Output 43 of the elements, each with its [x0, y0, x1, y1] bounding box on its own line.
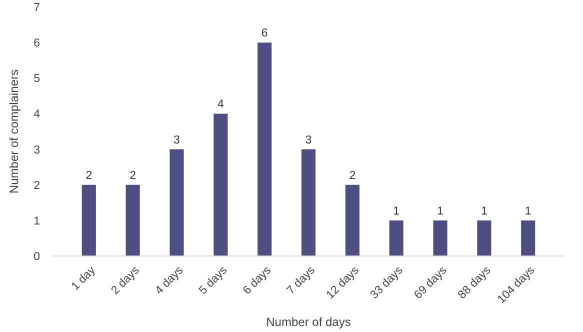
x-tick-label: 33 days	[368, 264, 406, 302]
y-tick-label: 5	[34, 73, 40, 86]
x-tick-label: 2 days	[109, 264, 142, 297]
x-tick-label: 69 days	[412, 264, 450, 302]
x-tick-label: 5 days	[197, 264, 230, 297]
bar	[82, 184, 96, 256]
bar	[170, 149, 184, 256]
bar	[433, 220, 448, 256]
x-tick-label: 1 day	[69, 264, 98, 293]
data-label: 3	[174, 134, 180, 146]
x-tick-label: 4 days	[153, 264, 186, 297]
bar	[389, 220, 404, 256]
y-tick-label: 6	[34, 38, 40, 50]
bar	[214, 114, 228, 256]
x-tick-label: 88 days	[456, 264, 494, 302]
bar	[521, 220, 536, 256]
bar	[345, 184, 360, 256]
x-tick-label: 12 days	[324, 264, 362, 302]
data-label: 3	[305, 134, 312, 146]
bar	[477, 220, 492, 256]
data-label: 2	[349, 170, 356, 182]
y-tick-label: 0	[34, 251, 40, 264]
y-tick-label: 2	[34, 180, 40, 192]
x-tick-label: 104 days	[496, 264, 538, 306]
x-tick-label: 6 days	[241, 264, 274, 297]
data-label: 2	[86, 170, 92, 182]
data-label: 1	[437, 205, 444, 218]
y-axis-title: Number of complainers	[7, 69, 21, 194]
data-label: 1	[393, 205, 400, 218]
y-tick-label: 1	[34, 215, 40, 228]
data-label: 4	[217, 98, 224, 111]
data-label: 6	[261, 28, 268, 40]
y-tick-label: 7	[34, 2, 40, 14]
bar	[301, 149, 316, 256]
bar	[258, 42, 272, 256]
data-label: 2	[130, 170, 136, 182]
y-tick-label: 4	[34, 108, 41, 121]
x-tick-label: 7 days	[285, 264, 318, 297]
data-label: 1	[524, 205, 532, 218]
bar	[126, 184, 140, 256]
data-label: 1	[480, 205, 488, 218]
x-axis-title: Number of days	[266, 315, 351, 329]
y-tick-label: 3	[34, 144, 40, 156]
